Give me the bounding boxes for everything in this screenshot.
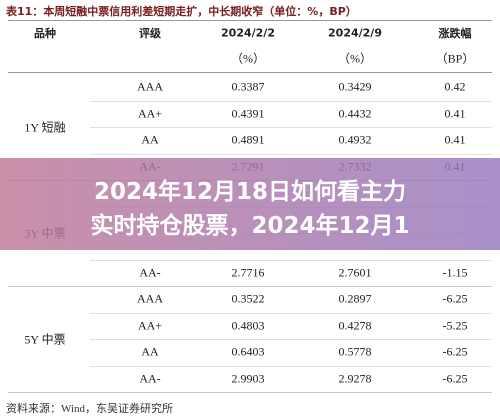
unit-cell: （%） xyxy=(338,51,372,66)
banner-line: 实时持仓股票，2024年12月1 xyxy=(90,213,410,239)
cell: 0.4803 xyxy=(231,318,265,333)
cell: -5.25 xyxy=(442,318,468,333)
rule xyxy=(8,72,492,73)
cell: AA- xyxy=(139,265,161,280)
cell: -1.15 xyxy=(442,265,468,280)
header-cell: 2024/2/9 xyxy=(328,26,382,40)
cell: 0.41 xyxy=(444,132,466,147)
header-cell: 评级 xyxy=(139,27,161,40)
unit-cell: （BP） xyxy=(435,51,475,66)
cell: 0.4278 xyxy=(338,318,372,333)
cell: AAA xyxy=(137,79,163,94)
row-rule xyxy=(90,312,492,314)
cell: 2.7716 xyxy=(231,265,265,280)
row-rule xyxy=(90,127,492,128)
table-title: 表11：本周短融中票信用利差短期走扩，中长期收窄（单位：%，BP） xyxy=(6,5,357,18)
cell: -6.25 xyxy=(442,344,468,359)
row-rule xyxy=(90,259,492,261)
overlay-banner: 2024年12月18日如何看主力 实时持仓股票，2024年12月1 xyxy=(0,158,500,250)
cell: 0.2897 xyxy=(338,291,372,306)
cell: 0.4891 xyxy=(231,132,265,147)
rule xyxy=(8,20,492,21)
row-rule xyxy=(90,100,492,102)
cell: 0.3522 xyxy=(231,291,265,306)
group-label: 1Y 短融 xyxy=(24,120,66,135)
cell: 0.3429 xyxy=(338,79,372,94)
row-rule xyxy=(90,153,492,155)
group-rule xyxy=(8,392,492,393)
source-note: 资料来源：Wind，东吴证券研究所 xyxy=(6,403,173,415)
cell: 0.42 xyxy=(444,79,466,94)
cell: 2.7601 xyxy=(338,265,372,280)
group-rule xyxy=(8,286,492,287)
cell: -6.25 xyxy=(442,371,468,386)
cell: 0.6403 xyxy=(231,344,265,359)
cell: 2.9278 xyxy=(338,371,372,386)
cell: -6.25 xyxy=(442,291,468,306)
row-rule xyxy=(90,339,492,340)
banner-line: 2024年12月18日如何看主力 xyxy=(93,179,407,205)
header-cell: 品种 xyxy=(34,27,56,40)
cell: 0.4391 xyxy=(231,106,265,121)
header-cell: 涨跌幅 xyxy=(438,27,472,40)
cell: 0.41 xyxy=(444,106,466,121)
cell: 0.3387 xyxy=(231,79,265,94)
cell: AA xyxy=(141,132,159,147)
cell: 0.4932 xyxy=(338,132,372,147)
cell: 2.9903 xyxy=(231,371,265,386)
group-label: 5Y 中票 xyxy=(24,332,66,347)
unit-cell: （%） xyxy=(231,51,265,66)
row-rule xyxy=(90,365,492,367)
cell: AA- xyxy=(139,371,161,386)
header-cell: 2024/2/2 xyxy=(221,26,275,40)
cell: 0.5778 xyxy=(338,344,372,359)
cell: AAA xyxy=(137,291,163,306)
cell: AA xyxy=(141,344,159,359)
cell: AA+ xyxy=(137,318,163,333)
cell: 0.4432 xyxy=(338,106,372,121)
cell: AA+ xyxy=(137,106,163,121)
